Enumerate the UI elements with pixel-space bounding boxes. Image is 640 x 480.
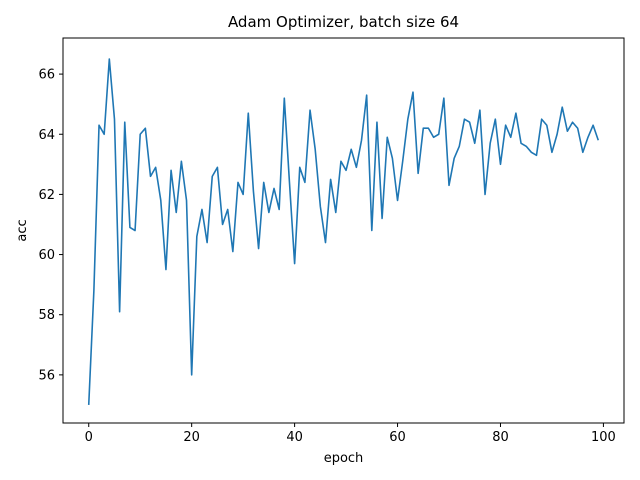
y-tick-label: 66 [38, 68, 55, 83]
y-tick-label: 60 [38, 248, 55, 263]
y-tick-label: 58 [38, 308, 55, 323]
x-tick-label: 20 [183, 430, 200, 445]
x-tick-label: 80 [492, 430, 509, 445]
y-tick-label: 64 [38, 128, 55, 143]
chart-title: Adam Optimizer, batch size 64 [228, 13, 459, 31]
x-tick-label: 0 [85, 430, 93, 445]
y-axis-title: acc [15, 219, 30, 241]
x-tick-label: 100 [591, 430, 616, 445]
x-tick-label: 40 [286, 430, 303, 445]
series-line-0 [87, 58, 600, 405]
y-tick-label: 56 [38, 368, 55, 383]
plot-frame [62, 37, 625, 424]
x-axis-title: epoch [324, 451, 364, 466]
x-tick-label: 60 [389, 430, 406, 445]
y-tick-label: 62 [38, 188, 55, 203]
